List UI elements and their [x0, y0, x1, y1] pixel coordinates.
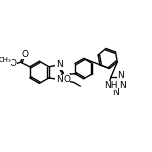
Text: N: N [120, 81, 126, 90]
Text: O: O [22, 50, 29, 59]
Text: N: N [117, 71, 124, 80]
Text: CH₃: CH₃ [0, 57, 11, 63]
Text: O: O [63, 75, 70, 84]
Text: O: O [10, 59, 17, 68]
Text: N: N [56, 75, 62, 84]
Text: N: N [56, 60, 62, 69]
Text: N: N [112, 88, 119, 97]
Text: NH: NH [104, 81, 118, 90]
